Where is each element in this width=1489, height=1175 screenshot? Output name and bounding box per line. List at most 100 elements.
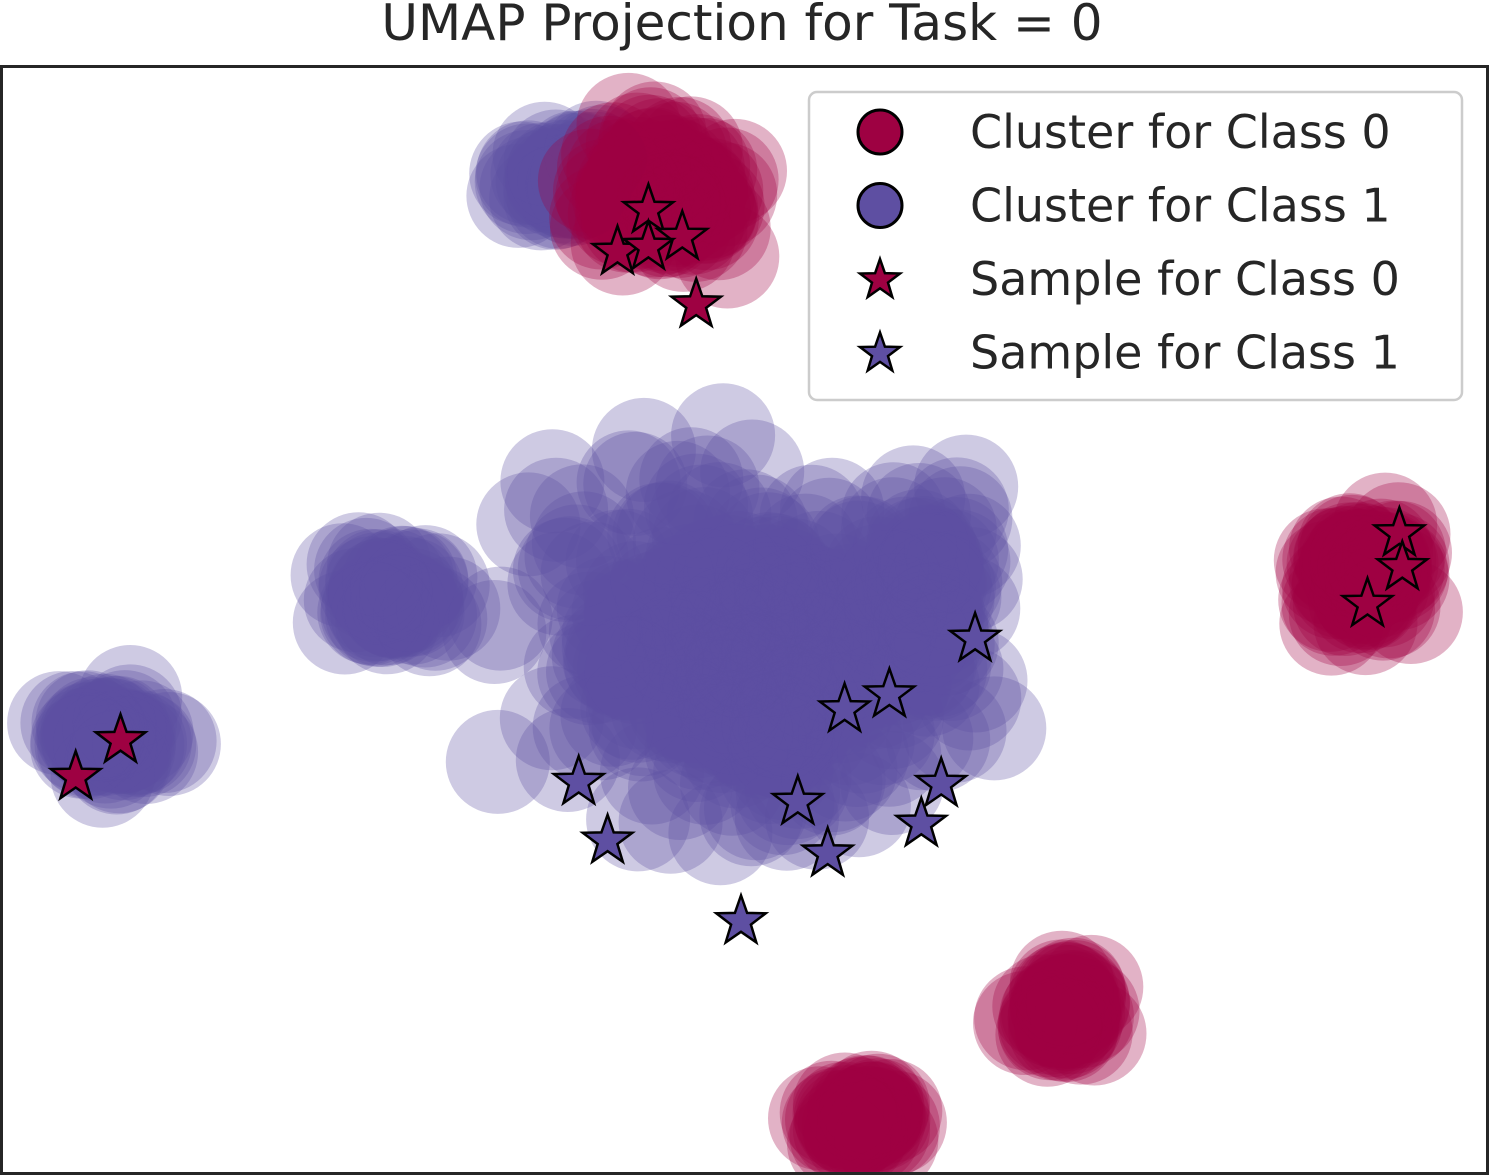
cluster-point-class-1 [738, 623, 843, 728]
sample-star-class-1 [946, 609, 1004, 663]
cluster-point-class-1 [636, 619, 741, 724]
cluster-point-class-1 [330, 563, 435, 667]
cluster-point-class-1 [353, 526, 458, 631]
cluster-point-class-1 [678, 568, 782, 673]
cluster-point-class-1 [827, 595, 931, 700]
cluster-point-class-1 [730, 689, 835, 794]
cluster-point-class-0 [1317, 522, 1422, 626]
cluster-point-class-1 [628, 655, 733, 760]
cluster-point-class-0 [1014, 978, 1119, 1083]
cluster-point-class-1 [865, 557, 970, 662]
cluster-point-class-1 [866, 489, 971, 594]
cluster-point-class-0 [995, 982, 1100, 1087]
cluster-point-class-0 [623, 101, 728, 206]
cluster-point-class-1 [833, 558, 938, 663]
cluster-point-class-1 [594, 594, 699, 698]
cluster-point-class-1 [571, 560, 676, 665]
cluster-point-class-1 [693, 469, 798, 574]
cluster-point-class-1 [880, 512, 985, 616]
cluster-point-class-0 [1015, 967, 1120, 1072]
cluster-point-class-1 [537, 621, 642, 726]
cluster-point-class-0 [638, 96, 743, 201]
cluster-point-class-1 [714, 674, 819, 779]
cluster-point-class-1 [866, 463, 971, 567]
cluster-point-class-1 [628, 736, 732, 840]
cluster-point-class-1 [515, 119, 620, 224]
cluster-point-class-1 [532, 675, 637, 780]
cluster-point-class-1 [87, 690, 192, 795]
cluster-point-class-1 [695, 568, 800, 673]
sample-star-class-1 [769, 772, 827, 827]
cluster-point-class-0 [807, 1076, 911, 1175]
legend-frame [807, 90, 1464, 402]
cluster-point-class-1 [549, 676, 654, 781]
cluster-point-class-1 [766, 510, 871, 615]
cluster-point-class-0 [1297, 502, 1402, 607]
sample-stars [47, 180, 1431, 946]
cluster-point-class-1 [872, 496, 977, 601]
cluster-point-class-1 [638, 616, 743, 721]
cluster-point-class-0 [1013, 956, 1118, 1061]
cluster-point-class-1 [646, 686, 751, 790]
cluster-point-class-0 [673, 142, 778, 247]
cluster-point-class-0 [683, 118, 787, 223]
cluster-point-class-1 [513, 134, 618, 239]
cluster-point-class-1 [785, 585, 890, 690]
cluster-point-class-1 [500, 429, 605, 534]
cluster-point-class-0 [1015, 974, 1120, 1079]
cluster-point-class-0 [1010, 956, 1115, 1060]
cluster-point-class-1 [643, 615, 748, 720]
cluster-point-class-1 [511, 123, 616, 228]
cluster-point-class-1 [746, 562, 851, 667]
cluster-point-class-1 [715, 524, 819, 629]
cluster-point-class-1 [527, 135, 631, 240]
cluster-point-class-0 [1008, 964, 1112, 1069]
cluster-point-class-1 [841, 477, 946, 582]
cluster-point-class-0 [1015, 942, 1120, 1047]
cluster-point-class-1 [360, 552, 465, 657]
cluster-point-class-0 [838, 1059, 943, 1163]
cluster-point-class-1 [654, 581, 759, 685]
cluster-point-class-1 [672, 602, 776, 706]
cluster-point-class-1 [617, 560, 722, 665]
cluster-point-class-1 [340, 553, 445, 658]
cluster-point-class-0 [779, 1060, 884, 1165]
cluster-point-class-0 [821, 1067, 926, 1172]
cluster-point-class-1 [515, 134, 620, 239]
cluster-point-class-1 [837, 530, 942, 635]
cluster-point-class-1 [624, 587, 729, 692]
sample-star-class-1 [579, 811, 636, 865]
cluster-point-class-1 [674, 514, 779, 619]
cluster-point-class-1 [830, 572, 935, 676]
cluster-point-class-1 [704, 756, 808, 861]
cluster-point-class-0 [1298, 516, 1403, 620]
cluster-point-class-1 [720, 601, 825, 706]
cluster-point-class-1 [780, 457, 885, 562]
cluster-point-class-0 [643, 135, 748, 240]
cluster-point-class-1 [320, 561, 425, 666]
cluster-point-class-1 [887, 532, 992, 637]
cluster-point-class-1 [758, 592, 863, 697]
cluster-point-class-0 [819, 1061, 924, 1166]
cluster-point-class-0 [825, 1058, 930, 1163]
cluster-point-class-1 [761, 664, 866, 769]
sample-star-class-1 [892, 794, 950, 848]
cluster-point-class-1 [721, 673, 826, 778]
cluster-point-class-1 [80, 693, 185, 798]
cluster-point-class-1 [504, 124, 609, 229]
cluster-point-class-1 [499, 666, 604, 771]
cluster-point-class-1 [790, 618, 895, 723]
cluster-point-class-1 [633, 613, 738, 718]
cluster-point-class-0 [1278, 547, 1383, 652]
cluster-point-class-0 [1015, 949, 1120, 1054]
cluster-point-class-1 [681, 641, 786, 746]
cluster-point-class-1 [718, 612, 822, 717]
cluster-point-class-0 [807, 1071, 912, 1175]
cluster-point-class-1 [904, 457, 1009, 562]
cluster-point-class-0 [797, 1071, 902, 1175]
sample-star-class-0 [1370, 503, 1428, 558]
cluster-point-class-1 [492, 101, 597, 206]
cluster-point-class-1 [741, 563, 846, 668]
cluster-point-class-0 [598, 87, 703, 192]
cluster-point-class-1 [890, 592, 995, 697]
